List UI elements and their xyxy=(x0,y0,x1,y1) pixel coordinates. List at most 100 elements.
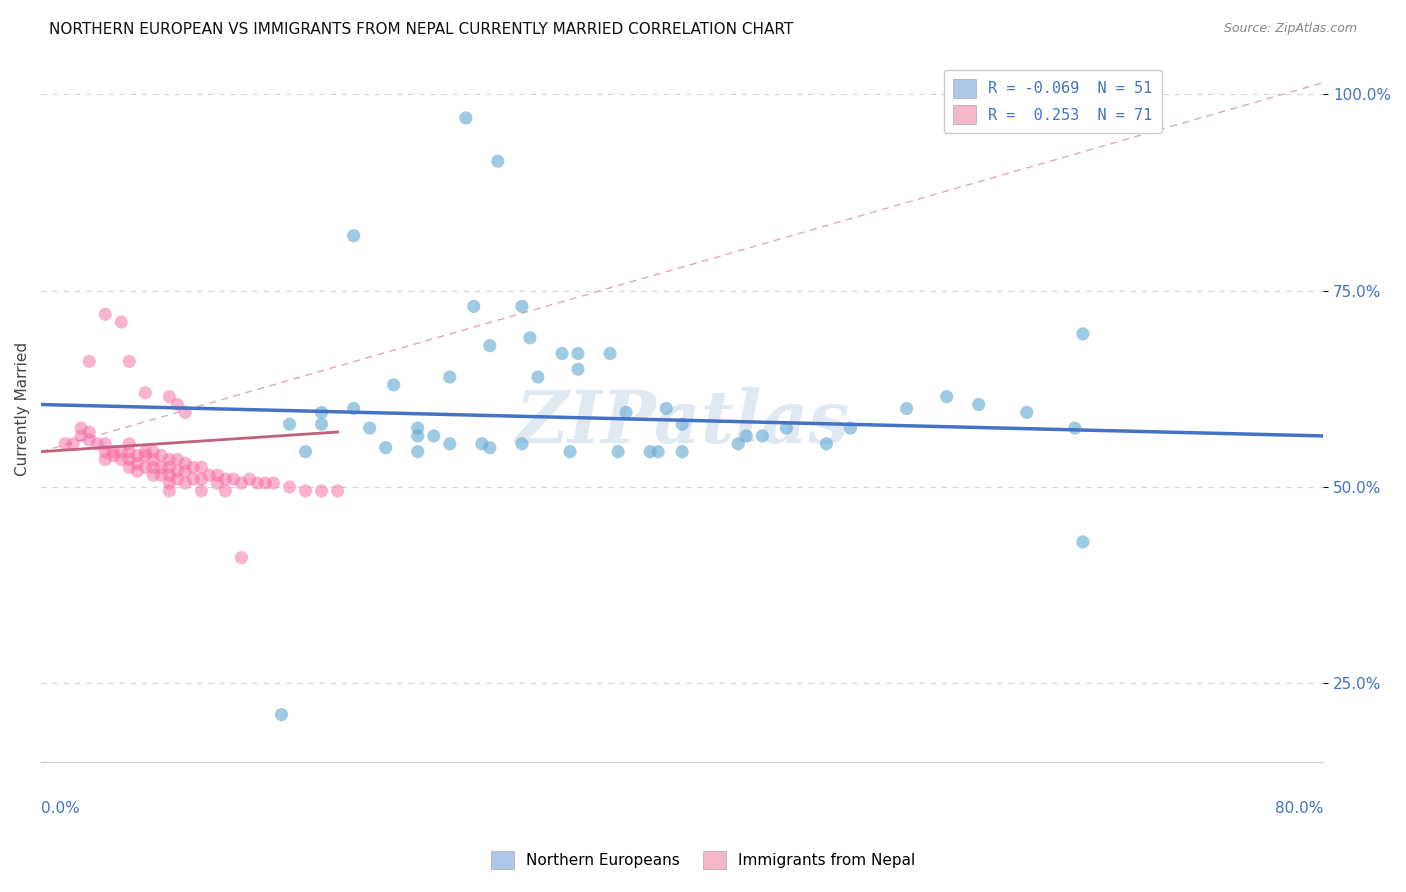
Point xyxy=(510,437,533,451)
Y-axis label: Currently Married: Currently Married xyxy=(15,342,30,475)
Point xyxy=(70,429,93,443)
Point xyxy=(190,460,212,475)
Point xyxy=(118,460,141,475)
Point xyxy=(607,444,630,458)
Point xyxy=(567,362,589,376)
Point xyxy=(519,331,541,345)
Point xyxy=(311,417,333,432)
Point xyxy=(214,483,236,498)
Text: 80.0%: 80.0% xyxy=(1275,801,1323,815)
Point xyxy=(118,444,141,458)
Point xyxy=(142,460,165,475)
Point xyxy=(110,444,132,458)
Point xyxy=(77,354,100,368)
Point xyxy=(478,441,501,455)
Point xyxy=(214,472,236,486)
Point xyxy=(751,429,773,443)
Point xyxy=(510,299,533,313)
Point xyxy=(157,452,180,467)
Point xyxy=(134,444,156,458)
Point xyxy=(110,452,132,467)
Point xyxy=(775,421,797,435)
Point xyxy=(278,480,301,494)
Point xyxy=(62,437,84,451)
Point xyxy=(174,405,197,419)
Point xyxy=(150,460,173,475)
Point xyxy=(359,421,381,435)
Point xyxy=(614,405,637,419)
Point xyxy=(127,464,149,478)
Point xyxy=(671,417,693,432)
Point xyxy=(166,452,188,467)
Point xyxy=(406,421,429,435)
Point xyxy=(222,472,245,486)
Point xyxy=(1071,326,1094,341)
Point xyxy=(77,433,100,447)
Point xyxy=(270,707,292,722)
Point xyxy=(294,444,316,458)
Point xyxy=(231,550,253,565)
Point xyxy=(157,483,180,498)
Point xyxy=(150,449,173,463)
Point xyxy=(655,401,678,416)
Point xyxy=(254,476,277,491)
Point xyxy=(103,444,125,458)
Point xyxy=(174,457,197,471)
Point xyxy=(246,476,269,491)
Text: Source: ZipAtlas.com: Source: ZipAtlas.com xyxy=(1223,22,1357,36)
Point xyxy=(77,425,100,439)
Point xyxy=(118,452,141,467)
Point xyxy=(150,468,173,483)
Point xyxy=(815,437,838,451)
Point xyxy=(967,398,990,412)
Point xyxy=(134,449,156,463)
Text: NORTHERN EUROPEAN VS IMMIGRANTS FROM NEPAL CURRENTLY MARRIED CORRELATION CHART: NORTHERN EUROPEAN VS IMMIGRANTS FROM NEP… xyxy=(49,22,793,37)
Point xyxy=(118,437,141,451)
Point xyxy=(1015,405,1038,419)
Point xyxy=(486,154,509,169)
Point xyxy=(53,437,76,451)
Point xyxy=(423,429,446,443)
Point xyxy=(174,476,197,491)
Point xyxy=(382,378,405,392)
Legend: R = -0.069  N = 51, R =  0.253  N = 71: R = -0.069 N = 51, R = 0.253 N = 71 xyxy=(943,70,1161,133)
Point xyxy=(551,346,574,360)
Point xyxy=(439,370,461,384)
Text: 0.0%: 0.0% xyxy=(41,801,80,815)
Point xyxy=(567,346,589,360)
Point xyxy=(1071,535,1094,549)
Point xyxy=(735,429,758,443)
Point xyxy=(599,346,621,360)
Point xyxy=(727,437,749,451)
Point xyxy=(134,460,156,475)
Point xyxy=(70,421,93,435)
Point xyxy=(343,228,366,243)
Point xyxy=(839,421,862,435)
Point xyxy=(157,468,180,483)
Point xyxy=(647,444,669,458)
Point xyxy=(231,476,253,491)
Point xyxy=(94,437,117,451)
Point xyxy=(127,457,149,471)
Point xyxy=(190,472,212,486)
Point xyxy=(157,476,180,491)
Point xyxy=(478,338,501,352)
Point xyxy=(166,464,188,478)
Point xyxy=(183,472,205,486)
Point xyxy=(326,483,349,498)
Point xyxy=(278,417,301,432)
Point xyxy=(896,401,918,416)
Point xyxy=(157,390,180,404)
Point xyxy=(142,444,165,458)
Point xyxy=(127,449,149,463)
Point xyxy=(671,444,693,458)
Point xyxy=(311,483,333,498)
Point xyxy=(94,444,117,458)
Point xyxy=(311,405,333,419)
Point xyxy=(118,354,141,368)
Point xyxy=(207,476,229,491)
Point xyxy=(527,370,550,384)
Point xyxy=(343,401,366,416)
Point xyxy=(406,444,429,458)
Point xyxy=(157,460,180,475)
